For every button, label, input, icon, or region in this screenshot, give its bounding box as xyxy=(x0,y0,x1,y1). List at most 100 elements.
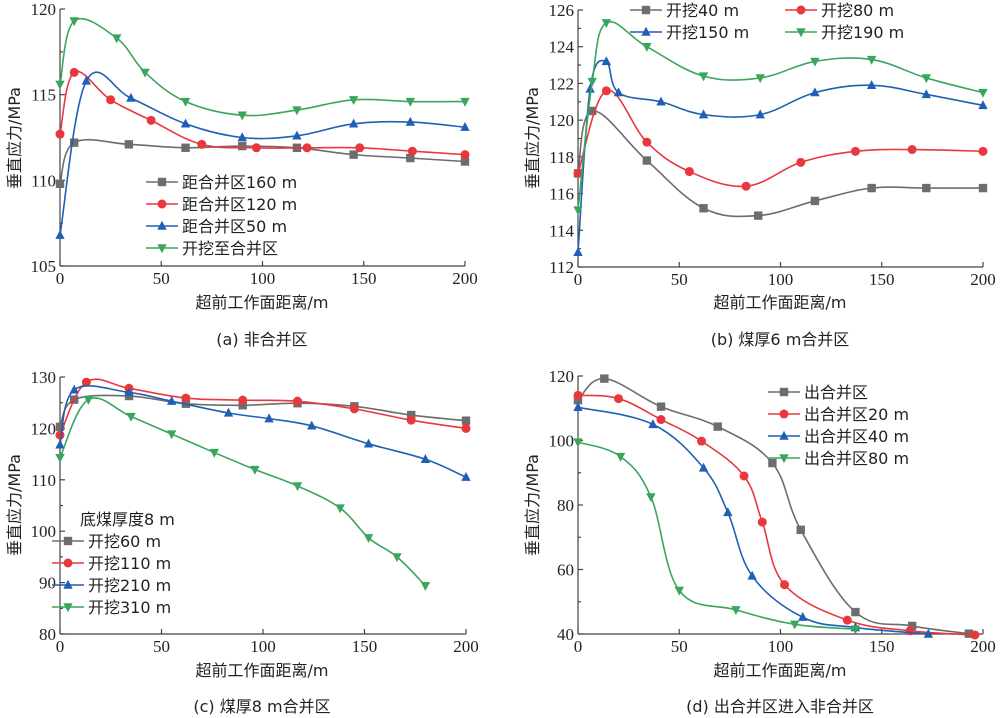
panel-d-x-tick-label: 200 xyxy=(970,637,996,656)
panel-d-series-2-point xyxy=(747,570,757,580)
panel-c-y-tick-label: 130 xyxy=(31,368,57,387)
panel-b-series-line-2 xyxy=(577,59,984,253)
panel-a-series-3-point xyxy=(140,68,150,78)
panel-d-series-0-point xyxy=(600,374,609,383)
panel-b-legend-label-3: 开挖190 m xyxy=(821,23,904,42)
panel-c-series-3-point xyxy=(335,504,345,514)
panel-b-series-2-point xyxy=(656,96,666,106)
panel-a-x-tick-label: 200 xyxy=(452,269,478,288)
panel-d-series-0-point xyxy=(796,525,805,535)
panel-d-legend-label-1: 出合并区20 m xyxy=(804,405,909,424)
panel-c-series-2-point xyxy=(166,395,177,405)
panel-c-series-2-point xyxy=(264,413,274,423)
panel-d-series-1-point xyxy=(614,394,623,404)
panel-c-legend-marker-2 xyxy=(63,579,73,589)
panel-a-y-tick-label: 115 xyxy=(31,86,56,105)
panel-d-series-3-point xyxy=(646,493,656,503)
panel-a-caption: (a) 非合并区 xyxy=(216,330,307,349)
panel-a-series-2-point xyxy=(237,132,247,142)
panel-d-y-tick-label: 40 xyxy=(557,625,574,644)
panel-d-series-line-3 xyxy=(577,441,856,630)
panel-d-legend-marker-0 xyxy=(779,387,789,397)
panel-a-series-3-point xyxy=(69,17,79,27)
panel-c-legend-marker-0 xyxy=(63,536,73,546)
panel-d-series-2-point xyxy=(648,419,658,429)
panel-c-series-3-point xyxy=(126,412,136,422)
panel-c-x-tick-label: 100 xyxy=(250,637,276,656)
panel-b-series-0-point xyxy=(699,204,708,213)
panel-b-series-0-point xyxy=(642,156,652,165)
panel-b-series-0-point xyxy=(922,183,931,193)
panel-b-series-0-point xyxy=(978,183,988,193)
panel-d-y-tick-label: 100 xyxy=(549,432,575,451)
panel-b-x-tick-label: 0 xyxy=(574,270,583,289)
panel-d-y-tick-label: 80 xyxy=(557,496,574,515)
panel-a-x-tick-label: 150 xyxy=(351,269,377,288)
panel-b-y-tick-label: 120 xyxy=(549,111,575,130)
panel-b-series-3-point xyxy=(601,19,612,29)
panel-b-series-3-point xyxy=(755,74,765,84)
panel-c-x-tick-label: 200 xyxy=(453,637,479,656)
panel-b-series-2-point xyxy=(585,83,595,93)
panel-b-series-1-point xyxy=(684,167,694,177)
panel-b-series-0-point xyxy=(754,211,763,220)
panel-a-x-tick-label: 100 xyxy=(250,269,276,288)
panel-d-series-1-point xyxy=(757,517,767,527)
panel-b-series-3-point xyxy=(698,72,709,82)
panel-b-series-1-point xyxy=(573,168,583,178)
panel-a-series-0-point xyxy=(460,157,470,166)
panel-c-series-line-2 xyxy=(59,385,467,478)
panel-b-series-3-point xyxy=(810,57,820,67)
panel-c-y-tick-label: 110 xyxy=(31,471,56,490)
panel-c-series-0-point xyxy=(461,416,471,425)
panel-d-series-3-point xyxy=(615,452,626,462)
panel-d-series-2-point xyxy=(923,628,934,638)
panel-b-legend-label-0: 开挖40 m xyxy=(666,1,739,20)
panel-a-series-1-point xyxy=(197,139,207,149)
panel-b: 超前工作面距离/m 垂直应力/MPa (b) 煤厚6 m合并区 0 50 100 15… xyxy=(523,1,996,349)
panel-b-legend-label-2: 开挖150 m xyxy=(666,23,749,42)
panel-a-series-1-point xyxy=(251,143,261,153)
panel-b-series-2-point xyxy=(573,247,583,257)
panel-d-caption: (d) 出合并区进入非合并区 xyxy=(686,697,874,716)
panel-c-series-1-point xyxy=(81,377,91,387)
panel-b-legend-marker-1 xyxy=(796,5,806,15)
panel-d-series-2-point xyxy=(723,507,733,517)
panel-c-y-tick-label: 120 xyxy=(31,419,57,438)
panel-b-series-3-point xyxy=(978,88,988,98)
panel-b-legend-marker-0 xyxy=(641,5,651,15)
panel-a-series-3-point xyxy=(460,97,470,107)
panel-b-series-3-point xyxy=(587,77,597,87)
panel-c-legend-label-0: 开挖60 m xyxy=(88,532,161,551)
panel-c-legend-label-1: 开挖110 m xyxy=(88,554,171,573)
panel-c-series-2-point xyxy=(55,439,65,449)
panel-a-series-1-point xyxy=(106,95,116,105)
panel-b-series-1-point xyxy=(978,146,988,156)
panel-c-series-3-point xyxy=(166,430,177,440)
panel-d-series-1-point xyxy=(780,580,790,590)
panel-a-series-3-point xyxy=(292,106,302,116)
panel-d-series-0-point xyxy=(768,458,777,468)
panel-b-y-tick-label: 114 xyxy=(549,221,574,240)
panel-b-series-line-3 xyxy=(577,20,984,211)
panel-d-series-3-point xyxy=(573,438,583,448)
panel-a-legend-marker-1 xyxy=(157,199,167,209)
panel-b-ylabel: 垂直应力/MPa xyxy=(523,87,542,189)
panel-c-xlabel: 超前工作面距离/m xyxy=(196,661,329,680)
panel-b-series-3-point xyxy=(866,55,877,65)
panel-d-x-tick-label: 100 xyxy=(768,637,794,656)
panel-a-series-2-point xyxy=(180,118,191,128)
panel-b-y-tick-label: 118 xyxy=(549,148,574,167)
panel-b-series-2-point xyxy=(978,100,988,110)
panel-d-y-tick-label: 120 xyxy=(549,367,575,386)
panel-c-series-3-point xyxy=(420,581,431,591)
panel-a-series-3-point xyxy=(55,80,65,90)
panel-d-x-tick-label: 150 xyxy=(869,637,895,656)
panel-a-x-tick-label: 0 xyxy=(56,269,65,288)
panel-d-series-3-point xyxy=(789,620,800,630)
panel-d-series-line-0 xyxy=(577,377,969,635)
panel-c-series-3-point xyxy=(392,553,402,563)
panel-a-series-1-point xyxy=(407,146,417,156)
panel-d-legend-marker-2 xyxy=(779,430,789,440)
panel-c-series-line-1 xyxy=(59,378,467,436)
